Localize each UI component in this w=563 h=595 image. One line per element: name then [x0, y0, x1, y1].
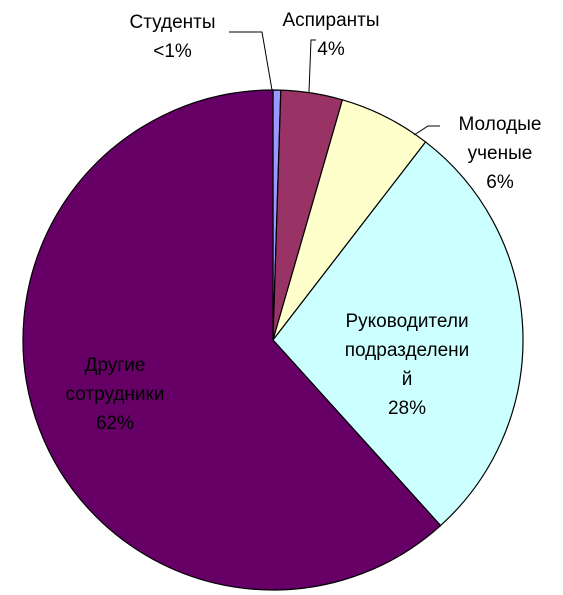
slice-name: Руководители подразделений — [344, 311, 470, 390]
slice-name: Аспиранты — [282, 10, 380, 31]
leader-line — [413, 125, 440, 136]
pie-slice — [272, 141, 524, 527]
slice-label: Молодые ученые 6% — [435, 110, 563, 197]
slice-name: Студенты — [129, 12, 216, 33]
slice-label: Студенты <1% — [105, 8, 240, 66]
slice-name: Молодые ученые — [458, 114, 542, 164]
slice-label: Аспиранты 4% — [266, 6, 396, 64]
leader-line — [229, 31, 273, 91]
slice-value: 28% — [387, 398, 427, 419]
slice-value: 6% — [486, 172, 514, 193]
slice-label: Руководители подразделений 28% — [342, 307, 472, 423]
slice-value: 62% — [95, 413, 135, 434]
pie-slice — [22, 89, 442, 591]
leader-line — [308, 39, 316, 93]
slice-name: Другие сотрудники — [65, 355, 165, 405]
slice-value: 4% — [317, 39, 345, 60]
slice-label: Другие сотрудники 62% — [40, 351, 190, 438]
slice-value: <1% — [153, 41, 192, 62]
